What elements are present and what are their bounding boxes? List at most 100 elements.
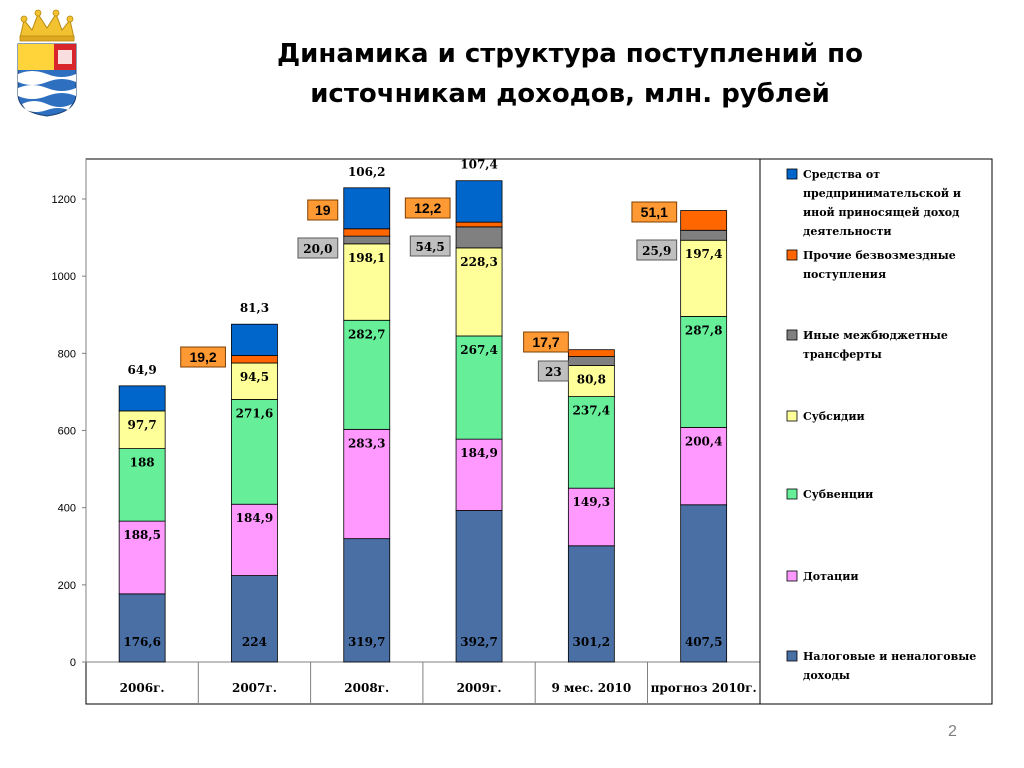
data-label-box bbox=[523, 331, 569, 353]
data-label: 106,2 bbox=[348, 165, 386, 179]
data-label: 301,2 bbox=[573, 635, 611, 649]
data-label-box bbox=[537, 360, 569, 382]
bar-segment-дотации bbox=[118, 520, 166, 595]
bar-segment-налоговые-и-неналоговые- bbox=[567, 545, 615, 663]
bar-segment-средства-от-предпринимат bbox=[118, 385, 166, 412]
data-label-box bbox=[631, 201, 678, 223]
y-tick-label: 0 bbox=[70, 657, 76, 669]
bar-segment-иные-межбюджетные-трансф bbox=[567, 356, 615, 366]
y-tick-label: 1200 bbox=[52, 194, 76, 206]
bar-segment-дотации bbox=[231, 503, 278, 576]
legend-label-series-2: Субвенции bbox=[803, 488, 873, 501]
x-axis-labels: 2006г. 2007г. 2008г. 2009г. 9 мес. 2010 прогн… bbox=[120, 681, 757, 695]
bar-segment-налоговые-и-неналоговые- bbox=[118, 593, 166, 663]
legend-label-series-3: Субсидии bbox=[803, 410, 865, 423]
bar-segment-налоговые-и-неналоговые- bbox=[455, 510, 503, 663]
data-label-box bbox=[180, 346, 226, 368]
data-label: 188,5 bbox=[123, 528, 161, 542]
y-axis-ticks: 0 200 400 600 800 1000 1200 bbox=[52, 194, 648, 704]
y-tick-label: 1000 bbox=[52, 271, 76, 283]
data-label: 149,3 bbox=[573, 495, 611, 509]
bar-segment-иные-межбюджетные-трансф bbox=[343, 235, 391, 245]
crown-icon bbox=[19, 9, 75, 42]
chart-area-border bbox=[85, 158, 993, 705]
y-tick-label: 600 bbox=[58, 426, 76, 438]
bar-segment-субсидии bbox=[343, 243, 391, 321]
bar-segment-субвенции bbox=[343, 319, 391, 430]
bar-segment-прочие-безвозмездные-пос bbox=[231, 355, 278, 364]
data-label: 64,9 bbox=[128, 363, 157, 377]
data-label: 184,9 bbox=[236, 511, 274, 525]
bar-segment-дотации bbox=[343, 428, 391, 540]
data-label: 17,7 bbox=[532, 334, 559, 350]
legend-label-series-0: Налоговые и неналоговые доходы bbox=[803, 650, 976, 682]
bar-segment-субсидии bbox=[680, 239, 728, 317]
data-label: 94,5 bbox=[240, 370, 269, 384]
data-label: 97,7 bbox=[128, 418, 157, 432]
bar-segment-субвенции bbox=[680, 316, 728, 428]
x-category-label: 2009г. bbox=[457, 681, 502, 695]
data-label: 20,0 bbox=[303, 242, 332, 256]
x-category-label: 9 мес. 2010 bbox=[552, 681, 632, 695]
bar-segment-средства-от-предпринимат bbox=[231, 323, 278, 356]
data-label: 81,3 bbox=[240, 301, 269, 315]
data-label: 23 bbox=[545, 365, 562, 379]
data-label-box bbox=[297, 237, 339, 259]
data-label: 19,2 bbox=[189, 349, 216, 365]
bar-segment-субвенции bbox=[231, 399, 278, 505]
data-label: 25,9 bbox=[642, 244, 671, 258]
bar-segment-прочие-безвозмездные-пос bbox=[455, 221, 503, 228]
legend-swatch bbox=[786, 329, 798, 341]
data-label: 51,1 bbox=[641, 204, 668, 220]
data-label-box bbox=[409, 235, 451, 257]
legend-label-series-5: Прочие безвозмездные поступления bbox=[803, 249, 956, 281]
bar-segment-прочие-безвозмездные-пос bbox=[567, 349, 615, 357]
page-number: 2 bbox=[948, 723, 957, 740]
bar-segment-налоговые-и-неналоговые- bbox=[680, 504, 728, 663]
bar-segment-субсидии bbox=[231, 362, 278, 400]
data-label: 282,7 bbox=[348, 327, 386, 341]
bar-segment-средства-от-предпринимат bbox=[455, 180, 503, 223]
legend: Средства от предпринимательской и иной при… bbox=[786, 168, 976, 682]
bar-segment-прочие-безвозмездные-пос bbox=[680, 210, 728, 231]
data-label: 19 bbox=[315, 202, 331, 218]
data-label-box bbox=[636, 239, 678, 261]
data-label: 224 bbox=[242, 635, 267, 649]
legend-swatch bbox=[786, 168, 798, 180]
data-label: 107,4 bbox=[460, 158, 498, 172]
legend-label-series-4: Иные межбюджетные трансферты bbox=[803, 329, 948, 361]
data-label: 176,6 bbox=[123, 635, 161, 649]
data-label: 283,3 bbox=[348, 436, 386, 450]
data-label: 237,4 bbox=[573, 404, 611, 418]
legend-label-series-1: Дотации bbox=[803, 570, 859, 583]
x-category-label: 2007г. bbox=[232, 681, 277, 695]
data-label: 54,5 bbox=[416, 240, 445, 254]
data-label-box bbox=[404, 197, 451, 219]
legend-swatch bbox=[786, 570, 798, 582]
bar-segment-налоговые-и-неналоговые- bbox=[231, 575, 278, 663]
data-label: 271,6 bbox=[236, 406, 274, 420]
data-label: 392,7 bbox=[460, 635, 498, 649]
bar-segment-субвенции bbox=[455, 335, 503, 440]
y-tick-label: 800 bbox=[58, 348, 76, 360]
legend-swatch bbox=[786, 410, 798, 422]
bars-group: 176,6 188,5 188 97,7 64,9 224 184,9 271,6 94,5 19… bbox=[118, 158, 728, 663]
legend-swatch bbox=[786, 249, 798, 261]
bar-segment-субсидии bbox=[455, 247, 503, 337]
title-line-2: источникам доходов, млн. рублей bbox=[310, 79, 830, 109]
data-label: 267,4 bbox=[460, 343, 498, 357]
x-category-label: прогноз 2010г. bbox=[651, 681, 757, 695]
slide-title: Динамика и структура поступлений по исто… bbox=[240, 34, 900, 114]
shield-icon bbox=[17, 43, 77, 117]
coat-of-arms-emblem bbox=[17, 9, 77, 117]
data-label: 287,8 bbox=[685, 323, 723, 337]
bar-segment-дотации bbox=[455, 438, 503, 511]
data-label-box bbox=[307, 199, 339, 221]
bar-segment-средства-от-предпринимат bbox=[343, 187, 391, 230]
bar-segment-иные-межбюджетные-трансф bbox=[680, 229, 728, 241]
bar-segment-иные-межбюджетные-трансф bbox=[455, 226, 503, 249]
data-label: 200,4 bbox=[685, 434, 723, 448]
data-label: 12,2 bbox=[414, 200, 441, 216]
data-label: 188 bbox=[130, 456, 155, 470]
